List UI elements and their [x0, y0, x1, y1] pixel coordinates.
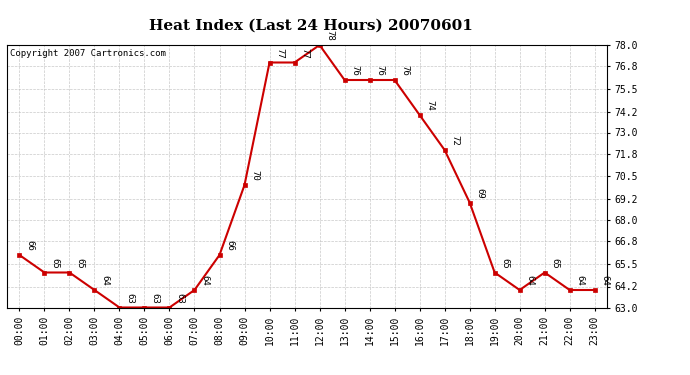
Text: 72: 72: [450, 135, 459, 146]
Text: 63: 63: [175, 292, 184, 303]
Text: 65: 65: [50, 258, 59, 268]
Text: 66: 66: [225, 240, 234, 251]
Text: 65: 65: [75, 258, 84, 268]
Text: Heat Index (Last 24 Hours) 20070601: Heat Index (Last 24 Hours) 20070601: [148, 19, 473, 33]
Text: 64: 64: [200, 275, 209, 286]
Text: 76: 76: [400, 65, 409, 76]
Text: 77: 77: [275, 48, 284, 58]
Text: 65: 65: [500, 258, 509, 268]
Text: 65: 65: [550, 258, 559, 268]
Text: 64: 64: [600, 275, 609, 286]
Text: Copyright 2007 Cartronics.com: Copyright 2007 Cartronics.com: [10, 49, 166, 58]
Text: 77: 77: [300, 48, 309, 58]
Text: 76: 76: [375, 65, 384, 76]
Text: 64: 64: [575, 275, 584, 286]
Text: 70: 70: [250, 170, 259, 181]
Text: 64: 64: [100, 275, 109, 286]
Text: 64: 64: [525, 275, 534, 286]
Text: 74: 74: [425, 100, 434, 111]
Text: 63: 63: [125, 292, 134, 303]
Text: 76: 76: [350, 65, 359, 76]
Text: 69: 69: [475, 188, 484, 198]
Text: 78: 78: [325, 30, 334, 41]
Text: 66: 66: [25, 240, 34, 251]
Text: 63: 63: [150, 292, 159, 303]
